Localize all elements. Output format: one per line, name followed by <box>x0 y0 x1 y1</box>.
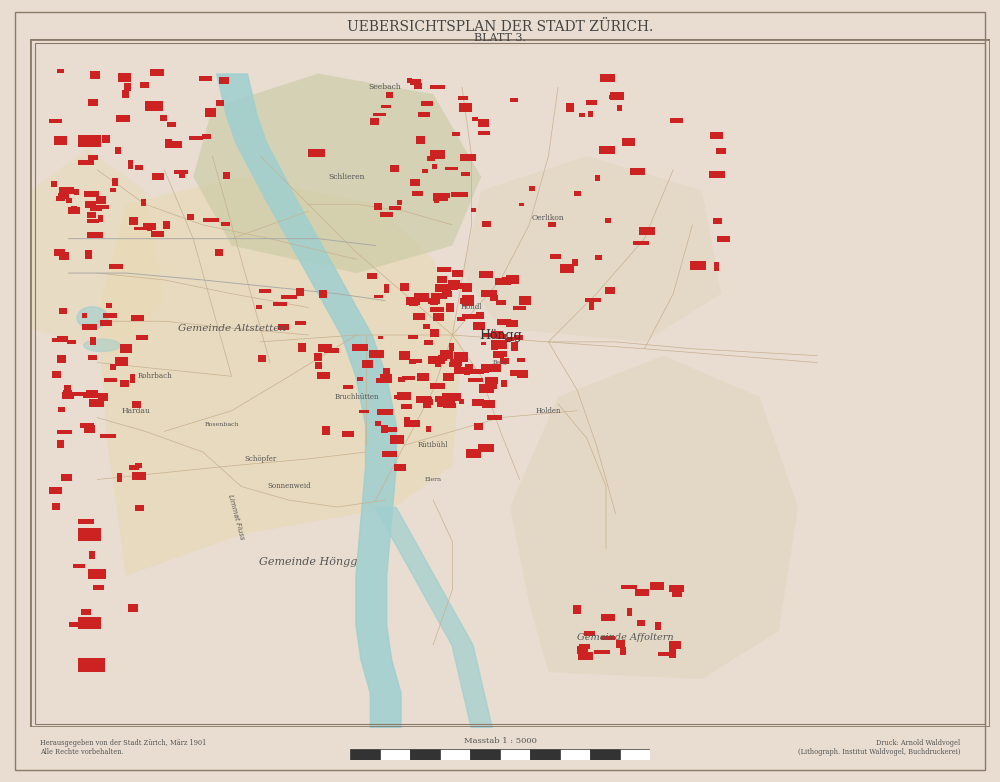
Text: Hardau: Hardau <box>121 407 150 414</box>
Text: Gemeinde Höngg: Gemeinde Höngg <box>259 557 358 567</box>
Ellipse shape <box>84 339 120 352</box>
Bar <box>116 115 130 122</box>
Text: Rohrbach: Rohrbach <box>137 372 172 380</box>
Text: Rosenbach: Rosenbach <box>205 422 239 427</box>
Polygon shape <box>97 177 462 576</box>
Bar <box>78 658 105 673</box>
Bar <box>350 749 380 760</box>
Text: Sonnenweid: Sonnenweid <box>267 482 311 490</box>
Text: Gemeinde Affoltern: Gemeinde Affoltern <box>577 633 674 642</box>
Bar <box>88 569 106 579</box>
Polygon shape <box>193 74 481 273</box>
Bar <box>78 528 101 541</box>
Text: Bruchhütten: Bruchhütten <box>334 393 379 401</box>
Text: Schlieren: Schlieren <box>329 173 365 181</box>
Text: Höndl: Höndl <box>461 303 482 311</box>
Text: Holden: Holden <box>536 407 561 414</box>
Bar <box>530 749 560 760</box>
Bar <box>560 749 590 760</box>
Text: Höngg: Höngg <box>479 328 522 342</box>
Text: Druck: Arnold Waldvogel
(Lithograph. Institut Waldvogel, Buchdruckerei): Druck: Arnold Waldvogel (Lithograph. Ins… <box>798 739 960 756</box>
Bar <box>500 749 530 760</box>
Text: Seebach: Seebach <box>369 83 402 91</box>
Bar <box>78 135 101 147</box>
Bar <box>440 749 470 760</box>
Text: Rütibühl: Rütibühl <box>418 441 448 449</box>
Text: Limmat Fluss: Limmat Fluss <box>227 494 245 540</box>
Polygon shape <box>510 356 798 679</box>
Text: Herausgegeben von der Stadt Zürich, März 1901
Alle Rechte vorbehalten.: Herausgegeben von der Stadt Zürich, März… <box>40 739 206 756</box>
Text: Schöpfer: Schöpfer <box>244 455 277 463</box>
Text: Berg: Berg <box>493 360 508 365</box>
Bar <box>470 749 500 760</box>
Text: Gemeinde Altstetten: Gemeinde Altstetten <box>178 324 286 332</box>
Bar <box>620 749 650 760</box>
Bar <box>78 617 101 629</box>
Text: UEBERSICHTSPLAN DER STADT ZÜRICH.: UEBERSICHTSPLAN DER STADT ZÜRICH. <box>347 20 653 34</box>
Bar <box>145 101 163 111</box>
Bar <box>308 149 325 156</box>
Text: BLATT 3.: BLATT 3. <box>474 34 526 43</box>
Polygon shape <box>462 156 721 342</box>
Bar <box>410 749 440 760</box>
Text: Oerlikon: Oerlikon <box>532 214 565 222</box>
Text: Masstab 1 : 5000: Masstab 1 : 5000 <box>464 737 536 745</box>
Text: Elern: Elern <box>425 477 442 482</box>
Bar <box>380 749 410 760</box>
Bar <box>590 749 620 760</box>
Polygon shape <box>30 149 164 356</box>
Circle shape <box>77 307 108 328</box>
